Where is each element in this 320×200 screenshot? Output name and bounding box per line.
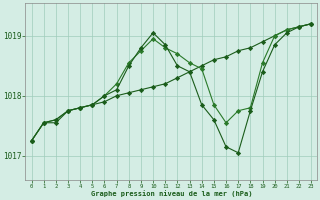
X-axis label: Graphe pression niveau de la mer (hPa): Graphe pression niveau de la mer (hPa) bbox=[91, 190, 252, 197]
